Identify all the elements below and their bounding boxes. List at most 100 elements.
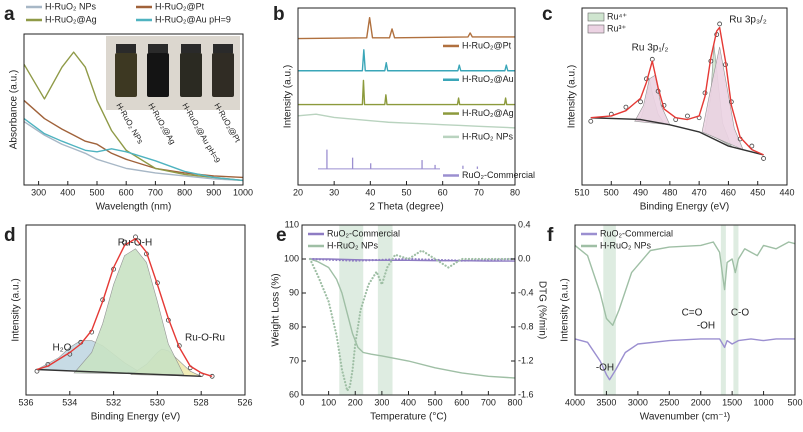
annotation: -OH xyxy=(596,363,614,374)
component-area xyxy=(73,248,185,375)
series-line xyxy=(36,368,202,377)
plot-frame xyxy=(25,224,246,396)
x-tick-label: 1500 xyxy=(722,397,742,407)
series-line xyxy=(297,16,515,40)
x-tick-label: 1000 xyxy=(233,187,253,197)
y-axis-label: Intensity (a.u.) xyxy=(567,65,578,128)
x-tick-label: 400 xyxy=(401,397,416,407)
vial-cap xyxy=(181,44,201,53)
plot-frame xyxy=(297,7,516,186)
plot-frame xyxy=(301,224,516,396)
panel-letter: b xyxy=(273,4,285,25)
x-axis-label: Binding Energy (eV) xyxy=(640,202,730,213)
series-line xyxy=(308,249,517,394)
x-tick-label: 600 xyxy=(119,187,134,197)
legend-label: H-RuO₂@Pt xyxy=(155,1,205,11)
x-tick-label: 80 xyxy=(510,187,520,197)
legend-label: H-RuO₂@Pt xyxy=(462,40,512,50)
x-tick-label: 490 xyxy=(633,187,648,197)
inset-photo xyxy=(106,36,240,110)
series-line xyxy=(298,79,515,106)
x-axis-label: 2 Theta (degree) xyxy=(369,202,443,213)
x-tick-label: 536 xyxy=(18,397,33,407)
x-tick-label: 500 xyxy=(604,187,619,197)
x-tick-label: 300 xyxy=(31,187,46,197)
y-axis-label: Intensity (a.u.) xyxy=(560,278,571,341)
x-tick-label: 40 xyxy=(365,187,375,197)
x-axis-label: Temperature (°C) xyxy=(370,412,447,423)
legend-label: RuO₂-Commercial xyxy=(600,228,673,238)
legend-label: H-RuO₂@Ag xyxy=(45,14,97,24)
x-tick-label: 3500 xyxy=(596,397,616,407)
x-tick-label: 530 xyxy=(150,397,165,407)
plot-frame xyxy=(574,224,796,396)
x-tick-label: 600 xyxy=(454,397,469,407)
series-line xyxy=(23,51,244,182)
x-axis-label: Wavenumber (cm⁻¹) xyxy=(640,412,730,423)
highlight-band xyxy=(339,225,364,395)
legend-label: H-RuO₂@Ag xyxy=(462,108,514,118)
x-tick-label: 528 xyxy=(194,397,209,407)
legend-label: Ru³⁺ xyxy=(607,23,627,33)
highlight-band xyxy=(377,225,393,395)
x-tick-label: 470 xyxy=(692,187,707,197)
x-tick-label: 20 xyxy=(293,187,303,197)
y2-tick-label: -1.2 xyxy=(518,355,534,365)
legend-label: RuO₂-Commercial xyxy=(327,228,400,238)
vial xyxy=(115,53,137,97)
annotation: Ru-O-H xyxy=(118,238,152,249)
x-tick-label: 510 xyxy=(574,187,589,197)
data-point xyxy=(122,239,127,245)
highlight-band xyxy=(603,225,616,395)
legend-swatch xyxy=(587,12,605,22)
series-line xyxy=(309,258,516,379)
x-tick-label: 700 xyxy=(148,187,163,197)
legend-swatch xyxy=(587,24,605,34)
data-point xyxy=(685,113,690,119)
x-tick-label: 800 xyxy=(177,187,192,197)
data-point xyxy=(623,104,629,110)
vial-cap xyxy=(148,44,168,53)
x-tick-label: 532 xyxy=(106,397,121,407)
series-line xyxy=(297,113,516,129)
legend-label: H-RuO₂ NPs xyxy=(327,240,378,250)
series-line xyxy=(574,338,795,381)
series-line xyxy=(298,49,515,72)
x-tick-label: 3000 xyxy=(628,397,648,407)
annotation: Ru 3p₃/₂ xyxy=(729,15,767,26)
y-tick-label: 90 xyxy=(289,287,299,297)
series-line xyxy=(590,117,764,156)
y-axis-label: Absorbance (a.u.) xyxy=(9,70,20,150)
x-tick-label: 500 xyxy=(89,187,104,197)
data-point xyxy=(761,156,766,161)
x-tick-label: 400 xyxy=(60,187,75,197)
panel: 510 500 490 480 470 460 450 440 c Binding Energy … xyxy=(542,4,795,213)
x-tick-label: 480 xyxy=(662,187,677,197)
x-tick-label: 100 xyxy=(321,397,336,407)
series-line xyxy=(23,99,244,179)
y2-tick-label: -0.8 xyxy=(518,321,534,331)
x-tick-label: 2500 xyxy=(659,397,679,407)
series-line xyxy=(23,120,244,182)
x-tick-label: 2000 xyxy=(691,397,711,407)
panel: 0 100 200 300 400 500 600 700 800 60 70 80 90 100 110 -… xyxy=(271,219,548,422)
x-tick-label: 900 xyxy=(206,187,221,197)
data-point xyxy=(638,99,643,105)
x-axis-label: Binding Energy (eV) xyxy=(91,412,181,423)
data-point xyxy=(749,143,755,149)
y-tick-label: 70 xyxy=(289,355,299,365)
y2-axis-label: DTG (%/min) xyxy=(536,281,547,339)
annotation: Ru-O-Ru xyxy=(185,333,225,344)
series-line xyxy=(23,117,244,182)
panel-letter: a xyxy=(4,4,15,25)
vial-cap xyxy=(116,44,136,53)
x-tick-label: 50 xyxy=(401,187,411,197)
y2-tick-label: 0.4 xyxy=(518,219,531,229)
annotation: C-O xyxy=(731,308,750,319)
panel-letter: f xyxy=(547,225,554,246)
x-tick-label: 526 xyxy=(237,397,252,407)
panel: 536 534 532 530 528 526 d Binding Energy (eV) In… xyxy=(4,224,253,423)
y-tick-label: 110 xyxy=(285,219,299,229)
x-tick-label: 1000 xyxy=(754,397,774,407)
annotation: H₂O xyxy=(53,343,72,354)
